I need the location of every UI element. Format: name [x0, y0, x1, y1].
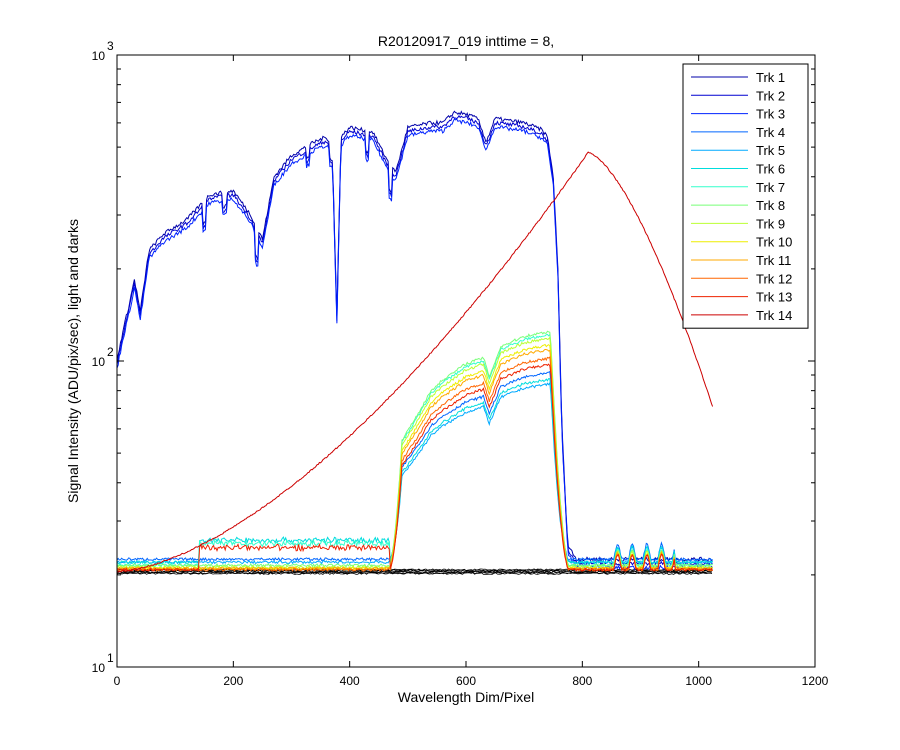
series-line-1: [116, 110, 713, 563]
x-tick-label: 0: [114, 674, 121, 688]
legend-entry-label: Trk 11: [756, 253, 791, 268]
series-line-9: [116, 336, 714, 570]
legend-entry-label: Trk 6: [756, 162, 785, 177]
dark-trace: [116, 570, 712, 574]
series-lines: [116, 110, 714, 573]
series-line-5: [116, 381, 714, 565]
y-tick-label: 10: [92, 355, 106, 369]
legend-box: [682, 63, 809, 329]
legend-entry-label: Trk 8: [756, 198, 785, 213]
legend-entry-label: Trk 1: [756, 70, 785, 85]
legend-entry-label: Trk 2: [756, 88, 785, 103]
series-line-13: [116, 363, 714, 573]
series-line-6: [116, 378, 713, 565]
legend-entry-label: Trk 9: [756, 216, 785, 231]
legend-entry-label: Trk 7: [756, 180, 785, 195]
x-tick-label: 600: [456, 674, 476, 688]
x-tick-label: 400: [340, 674, 360, 688]
x-tick-label: 1000: [685, 674, 712, 688]
y-tick-label: 10: [92, 49, 106, 63]
x-tick-label: 800: [572, 674, 592, 688]
x-tick-label: 1200: [802, 674, 829, 688]
series-line-8: [116, 330, 713, 568]
series-line-3: [116, 118, 714, 571]
series-line-10: [116, 343, 713, 571]
legend-entry-label: Trk 13: [756, 290, 792, 305]
y-tick-exponent: 2: [107, 345, 114, 359]
legend-entry-label: Trk 4: [756, 125, 785, 140]
legend-entry-label: Trk 14: [756, 308, 792, 323]
y-axis-label: Signal Intensity (ADU/pix/sec), light an…: [65, 219, 81, 503]
x-axis-ticks: 0 200 400 600 800 1000 1200: [114, 55, 829, 688]
legend-entry-label: Trk 10: [756, 235, 792, 250]
y-tick-exponent: 1: [107, 651, 114, 665]
legend-entry-label: Trk 5: [756, 143, 785, 158]
series-line-7: [116, 333, 713, 569]
dark-trace: [116, 571, 713, 575]
series-line-4: [116, 370, 713, 562]
legend: Trk 1 Trk 2 Trk 3 Trk 4 Trk 5 Trk 6 Trk 7 Trk 8…: [682, 63, 809, 329]
series-line-2: [116, 114, 713, 567]
x-axis-label: Wavelength Dim/Pixel: [398, 689, 534, 705]
series-line-12: [116, 356, 713, 573]
y-tick-label: 10: [92, 661, 106, 675]
series-line-14: [116, 151, 714, 573]
x-tick-label: 200: [223, 674, 243, 688]
y-tick-exponent: 3: [107, 39, 114, 53]
chart-title: R20120917_019 inttime = 8,: [378, 33, 554, 49]
legend-entry-label: Trk 12: [756, 271, 792, 286]
legend-entry-label: Trk 3: [756, 107, 785, 122]
